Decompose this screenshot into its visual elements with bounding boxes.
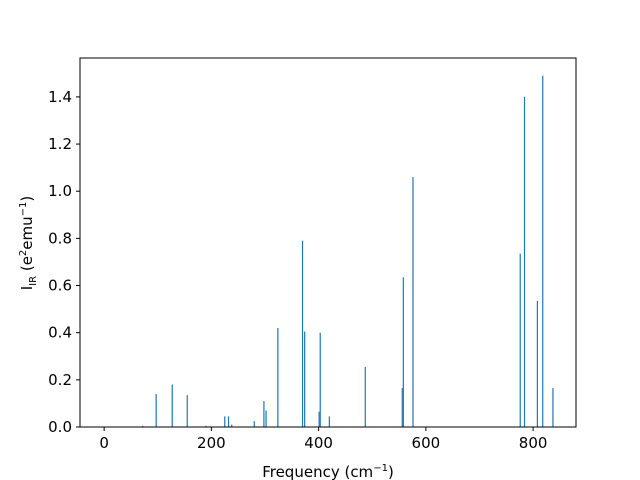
x-tick-label: 0 xyxy=(99,434,109,452)
bar xyxy=(542,75,544,428)
bar xyxy=(328,416,330,427)
y-axis-title-sup2: −1 xyxy=(18,202,29,217)
y-tick-label: 1.4 xyxy=(48,88,72,106)
x-axis-title-end: ) xyxy=(388,463,394,480)
bar xyxy=(401,388,403,427)
y-axis-title-sup1: 2 xyxy=(18,250,29,256)
bar xyxy=(263,401,265,427)
bar xyxy=(536,300,538,427)
x-axis-title-sup: −1 xyxy=(373,463,388,474)
bar xyxy=(186,395,188,427)
plot-frame xyxy=(79,57,577,428)
bar xyxy=(412,177,414,427)
bar xyxy=(155,393,157,427)
bar xyxy=(171,384,173,427)
bars-group xyxy=(142,75,554,428)
y-tick-label: 0.6 xyxy=(48,277,72,295)
x-tick-label: 200 xyxy=(197,434,226,452)
x-tick-label: 800 xyxy=(519,434,548,452)
bar xyxy=(519,253,521,427)
bar xyxy=(224,416,226,427)
bar xyxy=(402,277,404,427)
y-axis-title-rest: (e xyxy=(18,256,36,276)
y-axis-title-mid: emu xyxy=(18,216,36,249)
bar xyxy=(265,410,267,427)
y-tick-label: 0.0 xyxy=(48,418,72,436)
bar xyxy=(319,332,321,427)
x-tick-label: 400 xyxy=(304,434,333,452)
y-tick-label: 0.8 xyxy=(48,229,72,247)
bar xyxy=(364,366,366,427)
y-axis-title-end: ) xyxy=(18,196,36,202)
y-axis-title-sub: IR xyxy=(28,276,39,286)
y-tick-label: 1.2 xyxy=(48,135,72,153)
bar xyxy=(205,425,207,427)
y-tick-label: 1.0 xyxy=(48,182,72,200)
bar xyxy=(253,421,255,427)
x-axis-ticks: 0 200 400 600 800 xyxy=(99,427,547,452)
bar xyxy=(523,96,526,428)
bar xyxy=(304,331,306,427)
y-tick-label: 0.4 xyxy=(48,324,72,342)
bar xyxy=(277,327,279,427)
bar xyxy=(227,416,230,427)
y-tick-label: 0.2 xyxy=(48,371,72,389)
bar xyxy=(142,425,144,427)
bar xyxy=(231,424,233,427)
x-tick-label: 600 xyxy=(412,434,441,452)
bar xyxy=(301,240,304,427)
y-axis-title: IIR (e2emu−1) xyxy=(18,196,39,291)
y-axis-title-main: I xyxy=(18,286,36,290)
y-axis-ticks: 0.0 0.2 0.4 0.6 0.8 1.0 1.2 1.4 xyxy=(48,88,80,436)
x-axis-title: Frequency (cm−1) xyxy=(262,463,394,480)
x-axis-title-text: Frequency (cm xyxy=(262,463,373,480)
bar xyxy=(552,388,554,427)
bar xyxy=(318,411,320,427)
